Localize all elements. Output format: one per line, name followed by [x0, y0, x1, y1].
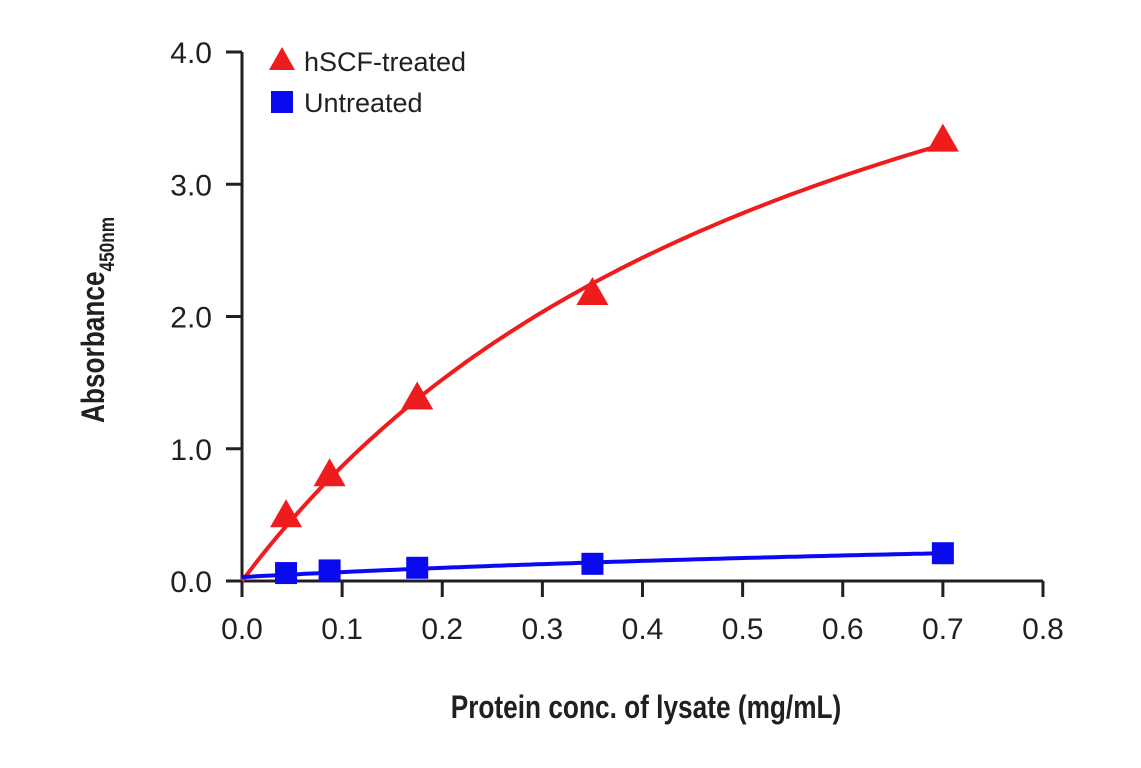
data-points	[270, 123, 959, 585]
legend: hSCF-treated Untreated	[269, 47, 466, 118]
legend-label: hSCF-treated	[304, 47, 466, 77]
x-tick-label: 0.1	[321, 613, 363, 646]
data-point-square	[318, 559, 341, 582]
data-point-square	[406, 556, 429, 579]
x-tick-label: 0.0	[221, 613, 263, 646]
axes: 0.0 0.1 0.2 0.3 0.4 0.5 0.6 0.7 0.8 0.0 1.0 2.0 3.0 4…	[170, 37, 1064, 646]
y-tick-label: 4.0	[170, 37, 212, 70]
x-tick-label: 0.4	[622, 613, 664, 646]
data-point-square	[931, 542, 954, 565]
data-point-triangle	[576, 277, 609, 306]
data-point-triangle	[401, 381, 434, 410]
y-axis-title-group: Absorbance450nm	[77, 217, 120, 423]
fit-curve-hscf-treated	[240, 142, 944, 583]
x-tick-label: 0.3	[522, 613, 564, 646]
y-axis-title-subscript: 450nm	[97, 217, 120, 272]
x-tick-label: 0.6	[822, 613, 864, 646]
y-tick-label: 0.0	[170, 566, 212, 599]
data-point-triangle	[926, 123, 959, 152]
legend-square-icon	[271, 91, 293, 113]
y-tick-label: 3.0	[170, 169, 212, 202]
x-axis-title: Protein conc. of lysate (mg/mL)	[451, 691, 842, 726]
fit-curves	[240, 142, 944, 583]
y-axis-title: Absorbance450nm	[77, 217, 120, 423]
legend-label: Untreated	[304, 88, 423, 118]
x-tick-label: 0.5	[722, 613, 764, 646]
legend-triangle-icon	[269, 47, 295, 70]
data-point-triangle	[313, 458, 346, 487]
y-tick-label: 2.0	[170, 302, 212, 335]
x-tick-label: 0.2	[421, 613, 463, 646]
y-tick-label: 1.0	[170, 434, 212, 467]
x-tick-label: 0.8	[1022, 613, 1064, 646]
data-point-triangle	[270, 499, 303, 528]
data-point-square	[275, 562, 298, 585]
y-axis-title-main: Absorbance	[77, 271, 112, 423]
x-tick-label: 0.7	[922, 613, 964, 646]
data-point-square	[581, 552, 604, 575]
